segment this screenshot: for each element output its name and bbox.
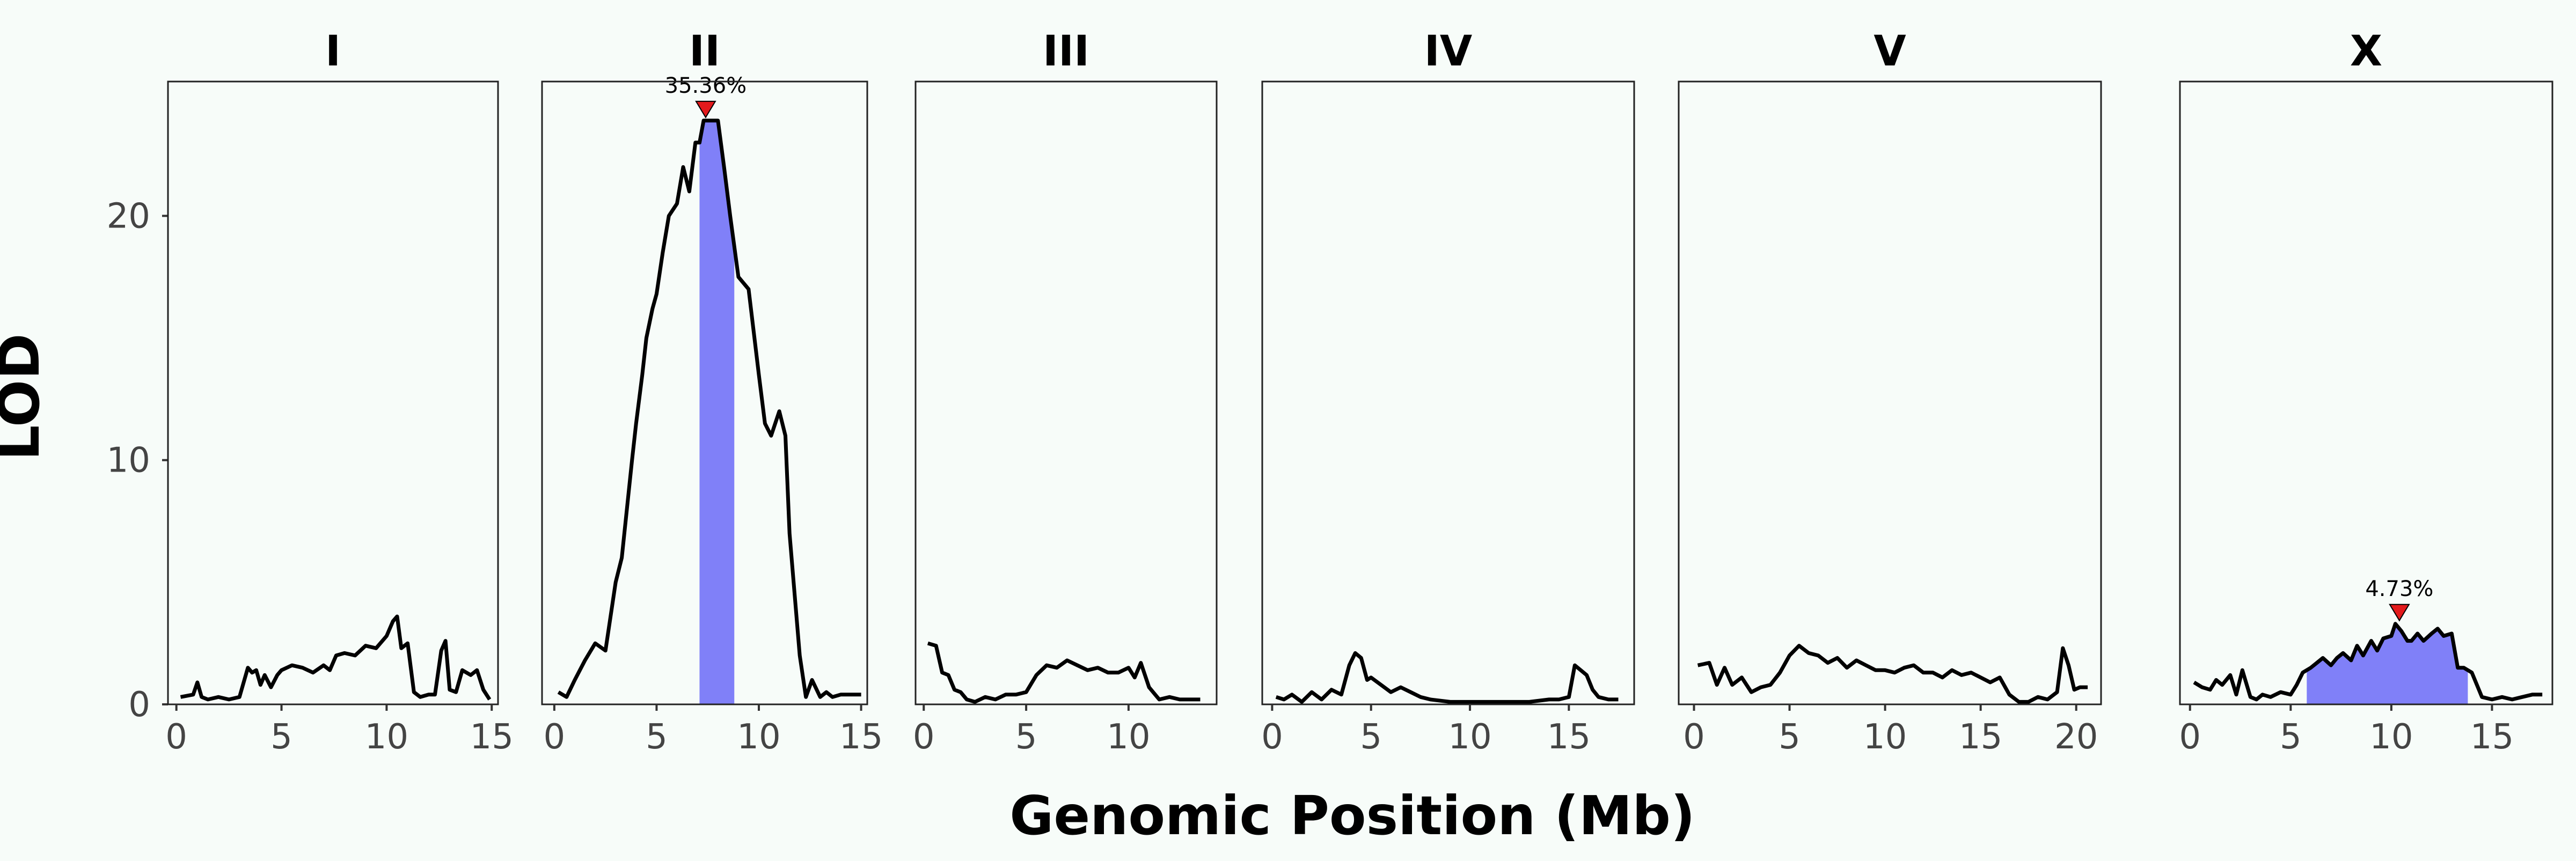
panel-background xyxy=(1262,82,1634,704)
panel-background xyxy=(916,82,1217,704)
x-tick-label-1: 5 xyxy=(1779,717,1801,757)
panel-border xyxy=(167,80,499,705)
x-tick-label-0: 0 xyxy=(1261,717,1283,757)
panel-border xyxy=(1261,80,1635,705)
x-tick-label-2: 10 xyxy=(737,717,780,757)
panel-border xyxy=(1678,80,2102,705)
lod-line xyxy=(180,614,492,702)
x-tick-label-2: 10 xyxy=(365,717,408,757)
panel-border xyxy=(914,80,1218,705)
x-tick-label-3: 15 xyxy=(470,717,514,757)
lod-line xyxy=(1275,651,1619,704)
lod-line xyxy=(557,119,861,699)
panel-title: I xyxy=(325,27,341,76)
x-tick-label-3: 15 xyxy=(1959,717,2002,757)
y-tick-label-2: 20 xyxy=(107,196,150,236)
panel-background xyxy=(168,82,498,704)
x-tick-label-2: 10 xyxy=(1863,717,1907,757)
y-tick-label-1: 10 xyxy=(107,441,150,481)
x-tick-label-0: 0 xyxy=(165,717,187,757)
x-tick-label-2: 10 xyxy=(2369,717,2413,757)
panel-iv: IV 0 5 10 15 xyxy=(1261,27,1635,757)
panel-border xyxy=(2179,80,2553,705)
panel-title: III xyxy=(1043,27,1089,76)
peak-label: 4.73% xyxy=(2365,577,2433,601)
panel-v: V 0 5 10 15 20 xyxy=(1678,27,2102,757)
panel-background xyxy=(2180,82,2552,704)
peak-label: 35.36% xyxy=(665,73,747,98)
x-tick-label-3: 15 xyxy=(1547,717,1591,757)
confidence-interval xyxy=(699,120,735,705)
x-tick-label-1: 5 xyxy=(1360,717,1382,757)
panel-x: X 4.73% 0 5 10 15 xyxy=(2179,27,2553,757)
panel-title: V xyxy=(1874,27,1906,76)
y-tick-label-0: 0 xyxy=(128,685,150,725)
panel-i: I 0 5 10 15 xyxy=(165,27,514,757)
panel-border xyxy=(541,80,868,705)
panel-background xyxy=(1679,82,2101,704)
x-axis-title: Genomic Position (Mb) xyxy=(1009,784,1695,847)
lod-line xyxy=(927,641,1201,704)
lod-line xyxy=(1697,644,2088,704)
x-tick-label-2: 10 xyxy=(1107,717,1150,757)
x-tick-label-1: 5 xyxy=(646,717,668,757)
x-tick-label-0: 0 xyxy=(2179,717,2201,757)
x-tick-label-2: 10 xyxy=(1448,717,1491,757)
x-tick-label-1: 5 xyxy=(270,717,292,757)
x-tick-label-1: 5 xyxy=(2280,717,2302,757)
lod-line xyxy=(2193,622,2543,702)
panel-title: IV xyxy=(1424,27,1472,76)
panel-iii: III 0 5 10 xyxy=(913,27,1218,757)
x-tick-label-3: 15 xyxy=(839,717,883,757)
x-tick-label-0: 0 xyxy=(544,717,566,757)
panel-title: II xyxy=(689,27,720,76)
x-tick-label-0: 0 xyxy=(1683,717,1705,757)
x-tick-label-1: 5 xyxy=(1015,717,1037,757)
x-tick-label-4: 20 xyxy=(2054,717,2098,757)
peak-marker xyxy=(695,100,716,119)
x-tick-label-0: 0 xyxy=(913,717,935,757)
confidence-interval xyxy=(2307,623,2468,704)
x-tick-label-3: 15 xyxy=(2470,717,2514,757)
y-axis-title: LOD xyxy=(0,333,52,460)
peak-marker xyxy=(2389,604,2410,622)
panel-title: X xyxy=(2350,27,2382,76)
